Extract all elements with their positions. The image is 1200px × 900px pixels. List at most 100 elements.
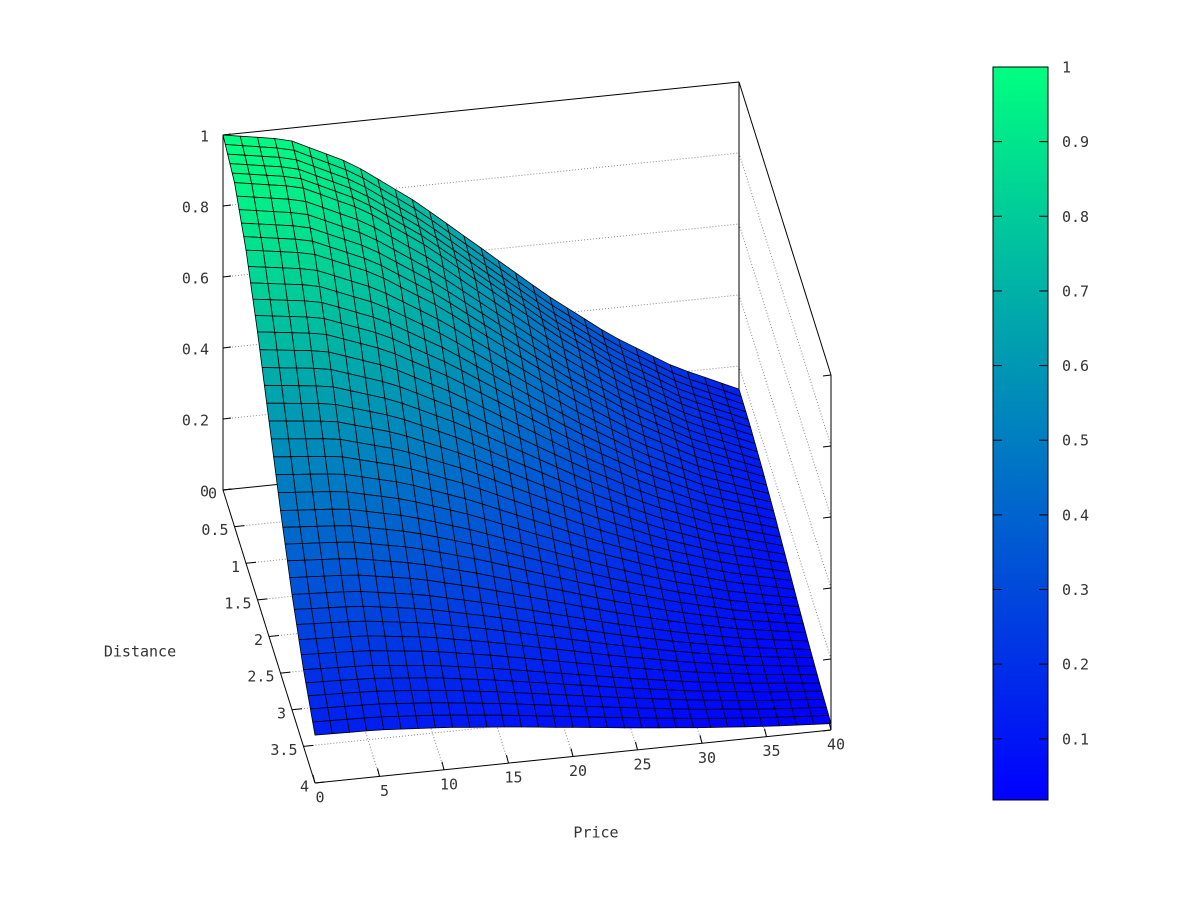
surface-quad xyxy=(285,420,307,440)
surface-quad xyxy=(742,717,763,728)
surface-quad xyxy=(442,677,464,692)
side-wall-gridline xyxy=(738,152,832,447)
surface-quad xyxy=(706,643,727,656)
surface-quad xyxy=(348,508,370,528)
surface-quad xyxy=(255,210,277,226)
surface-quad xyxy=(715,682,737,692)
surface-quad xyxy=(494,679,515,693)
surface-quad xyxy=(275,224,296,240)
surface-quad xyxy=(271,315,293,334)
surface-quad xyxy=(674,650,695,663)
surface-quad xyxy=(297,509,318,528)
surface-quad xyxy=(808,707,830,717)
colorbar-tick-label: 0.7 xyxy=(1062,282,1089,300)
surface-quad xyxy=(423,665,444,679)
surface-quad xyxy=(570,716,591,728)
surface-quad xyxy=(390,560,411,579)
surface-quad xyxy=(312,491,333,511)
surface-quad xyxy=(308,592,330,609)
surface-quad xyxy=(782,674,803,684)
surface-quad xyxy=(524,657,545,673)
surface-quad xyxy=(748,673,769,684)
surface-quad xyxy=(507,656,528,672)
surface-quad xyxy=(262,250,284,269)
z-tick xyxy=(222,417,232,420)
surface-quad xyxy=(753,629,774,641)
surface-quad xyxy=(723,645,745,657)
surface-quad xyxy=(625,656,646,670)
distance-tick xyxy=(234,525,245,528)
surface-quad xyxy=(489,654,511,670)
surface-quad xyxy=(701,690,722,701)
surface-quad xyxy=(470,640,491,656)
surface-quad xyxy=(302,420,324,440)
distance-tick-label: 4 xyxy=(300,778,309,796)
surface-quad xyxy=(359,690,380,706)
surface-quad xyxy=(336,541,357,560)
surface-quad xyxy=(231,172,253,185)
surface-quad xyxy=(409,578,431,597)
distance-tick-label: 3 xyxy=(277,704,286,722)
surface-quad xyxy=(654,708,675,719)
surface-quad xyxy=(393,690,415,704)
surface-quad xyxy=(681,680,702,692)
surface-quad xyxy=(256,136,278,149)
surface-quad xyxy=(421,650,442,667)
surface-quad xyxy=(377,592,398,609)
surface-quad xyxy=(526,670,547,684)
price-tick xyxy=(377,768,380,777)
surface-quad xyxy=(296,367,317,387)
surface-quad xyxy=(291,332,312,352)
surface-quad xyxy=(615,686,636,699)
back-wall-gridline xyxy=(222,223,740,278)
surface-quad xyxy=(647,678,668,691)
surface-quad xyxy=(355,558,377,577)
surface-quad xyxy=(797,665,818,676)
distance-tick xyxy=(245,561,257,564)
surface-quad xyxy=(481,702,503,716)
surface-quad xyxy=(462,690,483,704)
surface-quad xyxy=(351,525,372,545)
side-wall-gridline xyxy=(738,223,832,518)
surface-quad xyxy=(467,714,488,728)
surface-quad xyxy=(690,718,711,729)
price-tick xyxy=(699,735,703,744)
surface-quad xyxy=(229,163,250,175)
surface-quad xyxy=(337,666,358,681)
surface-quad xyxy=(765,674,786,684)
surface-quad xyxy=(251,183,272,199)
surface-quad xyxy=(582,695,604,708)
surface-quad xyxy=(284,283,305,302)
distance-tick xyxy=(268,635,280,637)
surface-quad xyxy=(556,648,577,664)
surface-quad xyxy=(283,402,304,422)
surface-quad xyxy=(304,300,325,319)
surface-quad xyxy=(383,513,404,532)
surface-quad xyxy=(269,299,291,317)
surface-quad xyxy=(245,249,266,268)
surface-quad xyxy=(453,638,474,655)
surface-quad xyxy=(224,144,246,156)
surface-quad xyxy=(414,608,435,625)
surface-quad xyxy=(736,628,757,640)
surface-quad xyxy=(777,656,799,667)
top-right-edge xyxy=(738,81,832,376)
surface-quad xyxy=(662,669,683,682)
surface-quad xyxy=(293,349,315,369)
surface-quad xyxy=(364,620,386,637)
surface-quad xyxy=(266,402,287,422)
surface-quad xyxy=(252,298,273,317)
surface-quad xyxy=(359,459,380,480)
surface-quad xyxy=(307,455,328,475)
surface-quad xyxy=(267,283,288,301)
surface-quad xyxy=(299,268,320,287)
surface-quad xyxy=(533,704,554,717)
surface-quad xyxy=(327,706,348,722)
surface-quad xyxy=(484,714,505,728)
surface-quad xyxy=(445,690,466,704)
surface-quad xyxy=(344,473,365,495)
surface-quad xyxy=(239,135,261,148)
top-back-edge xyxy=(222,81,740,136)
surface-quad xyxy=(516,703,537,717)
